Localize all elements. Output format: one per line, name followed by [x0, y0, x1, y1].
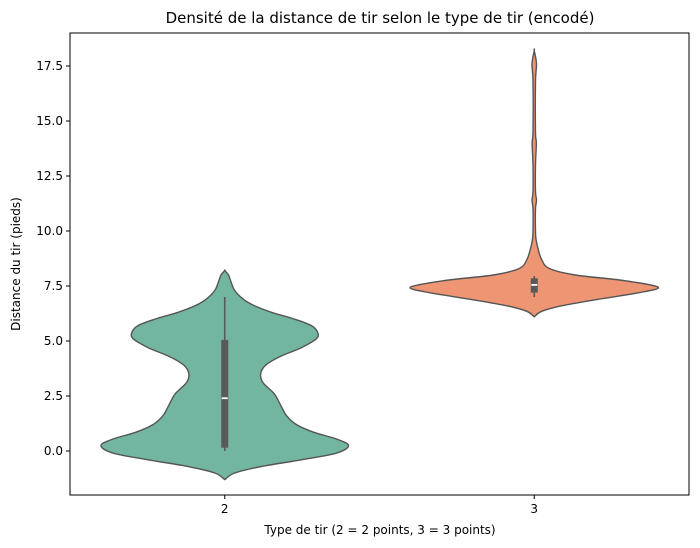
y-tick-label: 10.0 — [36, 224, 63, 238]
x-axis-label: Type de tir (2 = 2 points, 3 = 3 points) — [263, 523, 495, 537]
violin-body-3 — [409, 48, 660, 318]
x-tick-label: 2 — [221, 502, 229, 516]
y-axis-label: Distance du tir (pieds) — [9, 197, 23, 331]
chart-title: Densité de la distance de tir selon le t… — [166, 9, 595, 27]
y-tick-label: 2.5 — [44, 389, 63, 403]
plot-area — [100, 48, 660, 481]
y-tick-label: 17.5 — [36, 59, 63, 73]
y-tick-label: 15.0 — [36, 114, 63, 128]
iqr-box-2 — [221, 339, 229, 448]
y-tick-label: 0.0 — [44, 444, 63, 458]
y-axis: 0.0 2.5 5.0 7.5 10.0 12.5 15.0 17.5 — [36, 59, 70, 458]
y-tick-label: 12.5 — [36, 169, 63, 183]
y-tick-label: 7.5 — [44, 279, 63, 293]
x-tick-label: 3 — [530, 502, 538, 516]
axes-frame — [69, 32, 690, 496]
y-tick-label: 5.0 — [44, 334, 63, 348]
